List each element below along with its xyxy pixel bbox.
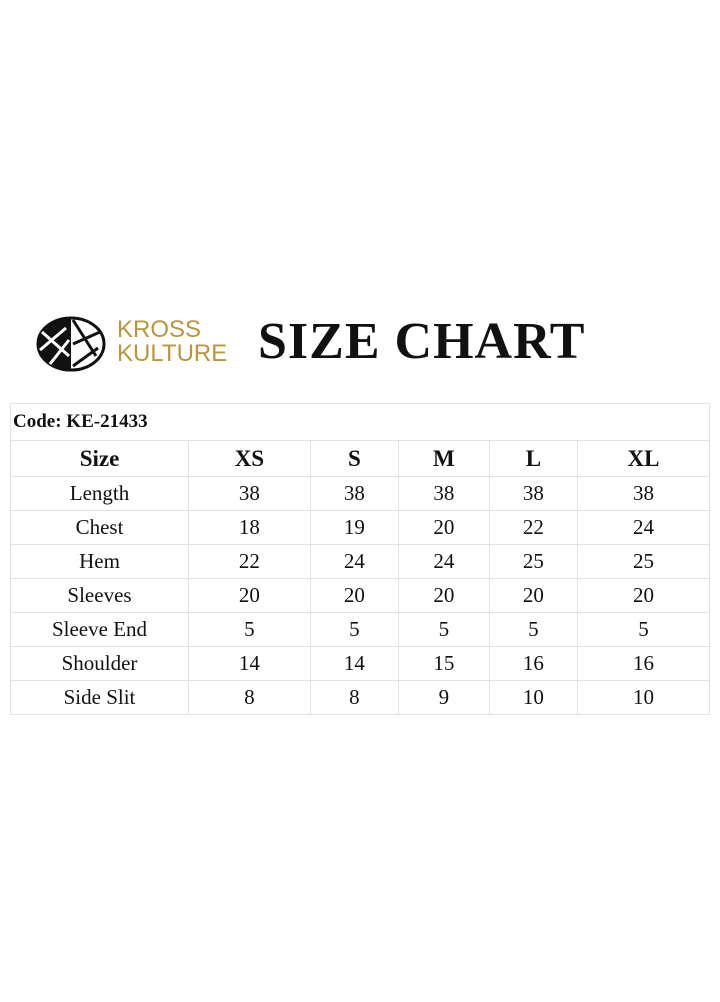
row-label: Side Slit xyxy=(10,680,189,715)
table-cell: 38 xyxy=(488,476,578,511)
table-cell: 24 xyxy=(309,544,399,579)
table-cell: 18 xyxy=(188,510,311,545)
column-header: Size xyxy=(10,440,189,477)
table-row: Side Slit 8 8 9 10 10 xyxy=(10,680,711,715)
table-cell: 5 xyxy=(188,612,311,647)
table-cell: 38 xyxy=(309,476,399,511)
table-cell: 24 xyxy=(397,544,490,579)
table-cell: 20 xyxy=(488,578,578,613)
table-cell: 20 xyxy=(397,578,490,613)
table-cell: 38 xyxy=(397,476,490,511)
table-cell: 16 xyxy=(576,646,711,681)
table-cell: 38 xyxy=(576,476,711,511)
row-label: Length xyxy=(10,476,189,511)
brand-name: KROSS KULTURE xyxy=(117,318,227,366)
brand-line-1: KROSS xyxy=(117,316,202,343)
kross-kulture-logo-icon xyxy=(36,316,106,372)
table-cell: 24 xyxy=(576,510,711,545)
table-row: Sleeve End 5 5 5 5 5 xyxy=(10,612,711,647)
table-cell: 20 xyxy=(309,578,399,613)
brand-line-2: KULTURE xyxy=(117,340,228,367)
table-cell: 5 xyxy=(576,612,711,647)
table-cell: 19 xyxy=(309,510,399,545)
size-chart-table: Code: KE-21433 Size XS S M L XL Length 38 38 38 3… xyxy=(10,403,711,715)
table-cell: 15 xyxy=(397,646,490,681)
table-row: Length 38 38 38 38 38 xyxy=(10,476,711,511)
row-label: Chest xyxy=(10,510,189,545)
column-header: L xyxy=(488,440,578,477)
table-cell: 20 xyxy=(576,578,711,613)
table-cell: 10 xyxy=(576,680,711,715)
row-label: Hem xyxy=(10,544,189,579)
table-cell: 5 xyxy=(309,612,399,647)
table-cell: 20 xyxy=(397,510,490,545)
row-label: Shoulder xyxy=(10,646,189,681)
table-cell: 5 xyxy=(488,612,578,647)
page-title: SIZE CHART xyxy=(258,313,586,370)
column-header: XS xyxy=(188,440,311,477)
row-label: Sleeve End xyxy=(10,612,189,647)
table-cell: 5 xyxy=(397,612,490,647)
header-row: Size XS S M L XL xyxy=(10,440,711,477)
table-cell: 14 xyxy=(309,646,399,681)
row-label: Sleeves xyxy=(10,578,189,613)
table-cell: 10 xyxy=(488,680,578,715)
table-cell: 38 xyxy=(188,476,311,511)
table-cell: 25 xyxy=(488,544,578,579)
table-cell: 9 xyxy=(397,680,490,715)
product-code: Code: KE-21433 xyxy=(10,403,710,441)
table-cell: 22 xyxy=(488,510,578,545)
table-cell: 16 xyxy=(488,646,578,681)
table-cell: 25 xyxy=(576,544,711,579)
table-cell: 14 xyxy=(188,646,311,681)
table-cell: 22 xyxy=(188,544,311,579)
table-row: Shoulder 14 14 15 16 16 xyxy=(10,646,711,681)
table-cell: 8 xyxy=(309,680,399,715)
column-header: S xyxy=(309,440,399,477)
table-cell: 8 xyxy=(188,680,311,715)
table-row: Hem 22 24 24 25 25 xyxy=(10,544,711,579)
table-row: Chest 18 19 20 22 24 xyxy=(10,510,711,545)
table-row: Sleeves 20 20 20 20 20 xyxy=(10,578,711,613)
column-header: M xyxy=(397,440,490,477)
table-cell: 20 xyxy=(188,578,311,613)
column-header: XL xyxy=(576,440,711,477)
